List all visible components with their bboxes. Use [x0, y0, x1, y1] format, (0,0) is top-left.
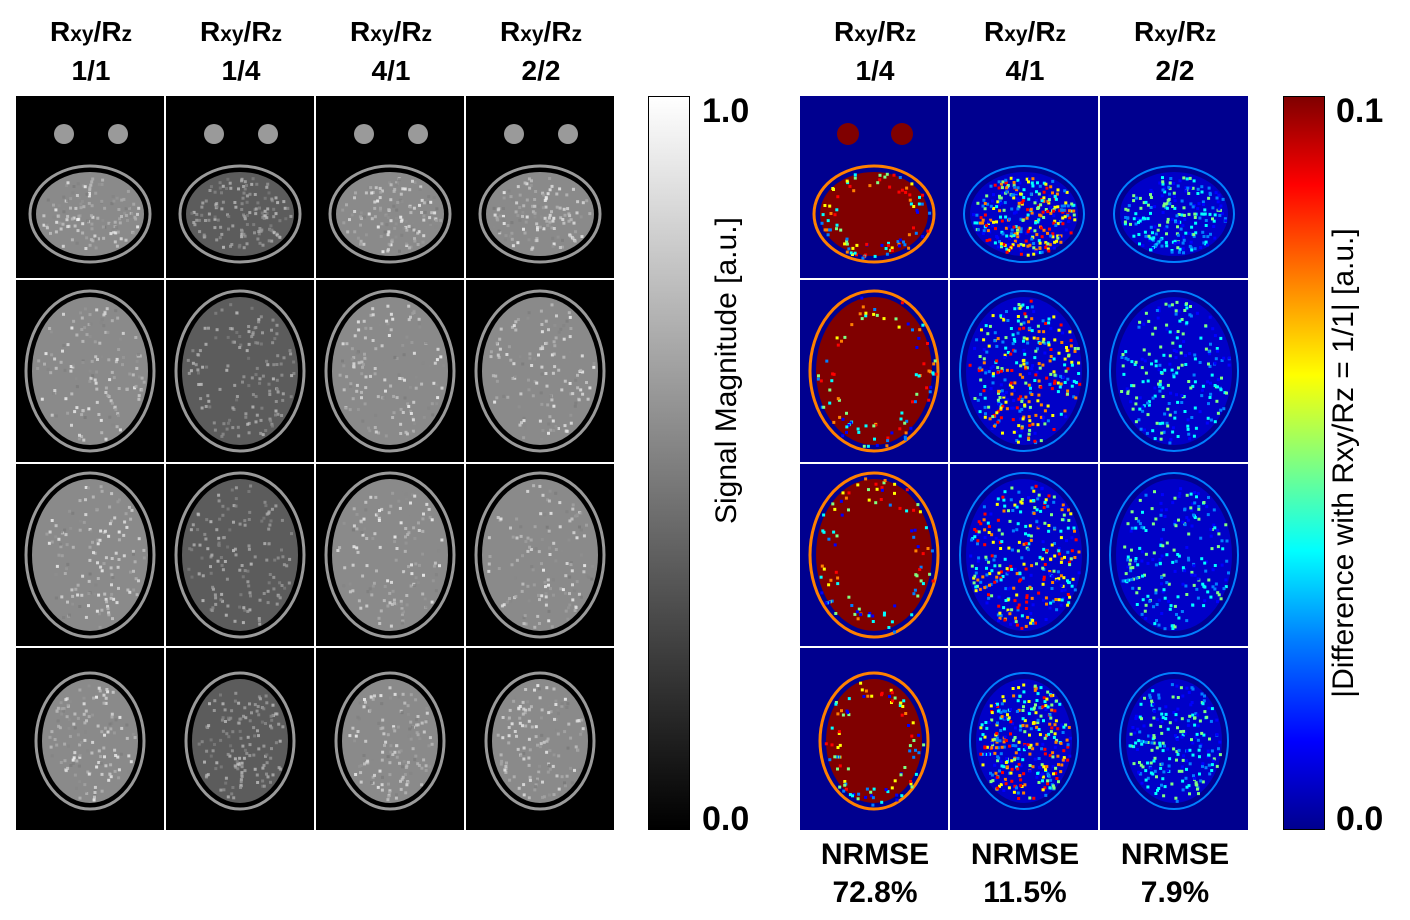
left-header-3: Rxy/Rz 4/1 [316, 14, 466, 89]
nrmse-label-2: NRMSE 11.5% [950, 836, 1100, 912]
magnitude-image-tile [316, 280, 464, 462]
nrmse-value: 72.8% [832, 876, 918, 909]
left-header-2: Rxy/Rz 1/4 [166, 14, 316, 89]
right-header-3: Rxy/Rz 2/2 [1100, 14, 1250, 89]
difference-map-tile [1100, 280, 1248, 462]
magnitude-image-tile [466, 280, 614, 462]
magnitude-image-tile [316, 96, 464, 278]
right-header-1: Rxy/Rz 1/4 [800, 14, 950, 89]
difference-map-tile [800, 648, 948, 830]
nrmse-value: 11.5% [983, 876, 1067, 909]
magnitude-image-tile [316, 648, 464, 830]
right-header-ratio: 2/2 [1155, 55, 1195, 86]
magnitude-image-tile [466, 96, 614, 278]
left-header-ratio: 4/1 [371, 55, 411, 86]
nrmse-title: NRMSE [970, 838, 1080, 871]
gray-colorbar-axis-label: Signal Magnitude [a.u.] [710, 217, 743, 524]
magnitude-image-tile [166, 280, 314, 462]
left-header-ratio: 2/2 [521, 55, 561, 86]
difference-map-grid [800, 96, 1248, 830]
jet-colorbar [1283, 96, 1325, 830]
difference-map-tile [800, 280, 948, 462]
grayscale-colorbar [648, 96, 690, 830]
gray-colorbar-min-label: 0.0 [702, 800, 750, 838]
right-header-ratio: 4/1 [1005, 55, 1045, 86]
left-header-ratio: 1/1 [71, 55, 111, 86]
left-header-ratio: 1/4 [221, 55, 261, 86]
difference-map-tile [1100, 96, 1248, 278]
difference-map-tile [1100, 464, 1248, 646]
magnitude-image-tile [16, 280, 164, 462]
nrmse-title: NRMSE [1120, 838, 1230, 871]
magnitude-image-tile [166, 96, 314, 278]
difference-map-tile [950, 96, 1098, 278]
jet-colorbar-axis-label: |Difference with Rxy/Rz = 1/1| [a.u.] [1327, 228, 1360, 698]
left-header-4: Rxy/Rz 2/2 [466, 14, 616, 89]
nrmse-value: 7.9% [1140, 876, 1210, 909]
nrmse-label-3: NRMSE 7.9% [1100, 836, 1250, 912]
nrmse-label-1: NRMSE 72.8% [800, 836, 950, 912]
difference-map-tile [1100, 648, 1248, 830]
magnitude-image-tile [16, 464, 164, 646]
difference-map-tile [950, 464, 1098, 646]
magnitude-image-tile [16, 648, 164, 830]
magnitude-image-tile [16, 96, 164, 278]
nrmse-title: NRMSE [820, 838, 930, 871]
difference-map-tile [800, 96, 948, 278]
magnitude-image-tile [316, 464, 464, 646]
difference-map-tile [950, 648, 1098, 830]
magnitude-image-tile [466, 648, 614, 830]
right-header-ratio: 1/4 [855, 55, 895, 86]
jet-colorbar-max-label: 0.1 [1336, 92, 1384, 130]
jet-colorbar-min-label: 0.0 [1336, 800, 1384, 838]
magnitude-image-grid [16, 96, 614, 830]
gray-colorbar-max-label: 1.0 [702, 92, 750, 130]
magnitude-image-tile [466, 464, 614, 646]
right-header-2: Rxy/Rz 4/1 [950, 14, 1100, 89]
difference-map-tile [800, 464, 948, 646]
left-header-1: Rxy/Rz 1/1 [16, 14, 166, 89]
magnitude-image-tile [166, 464, 314, 646]
difference-map-tile [950, 280, 1098, 462]
magnitude-image-tile [166, 648, 314, 830]
